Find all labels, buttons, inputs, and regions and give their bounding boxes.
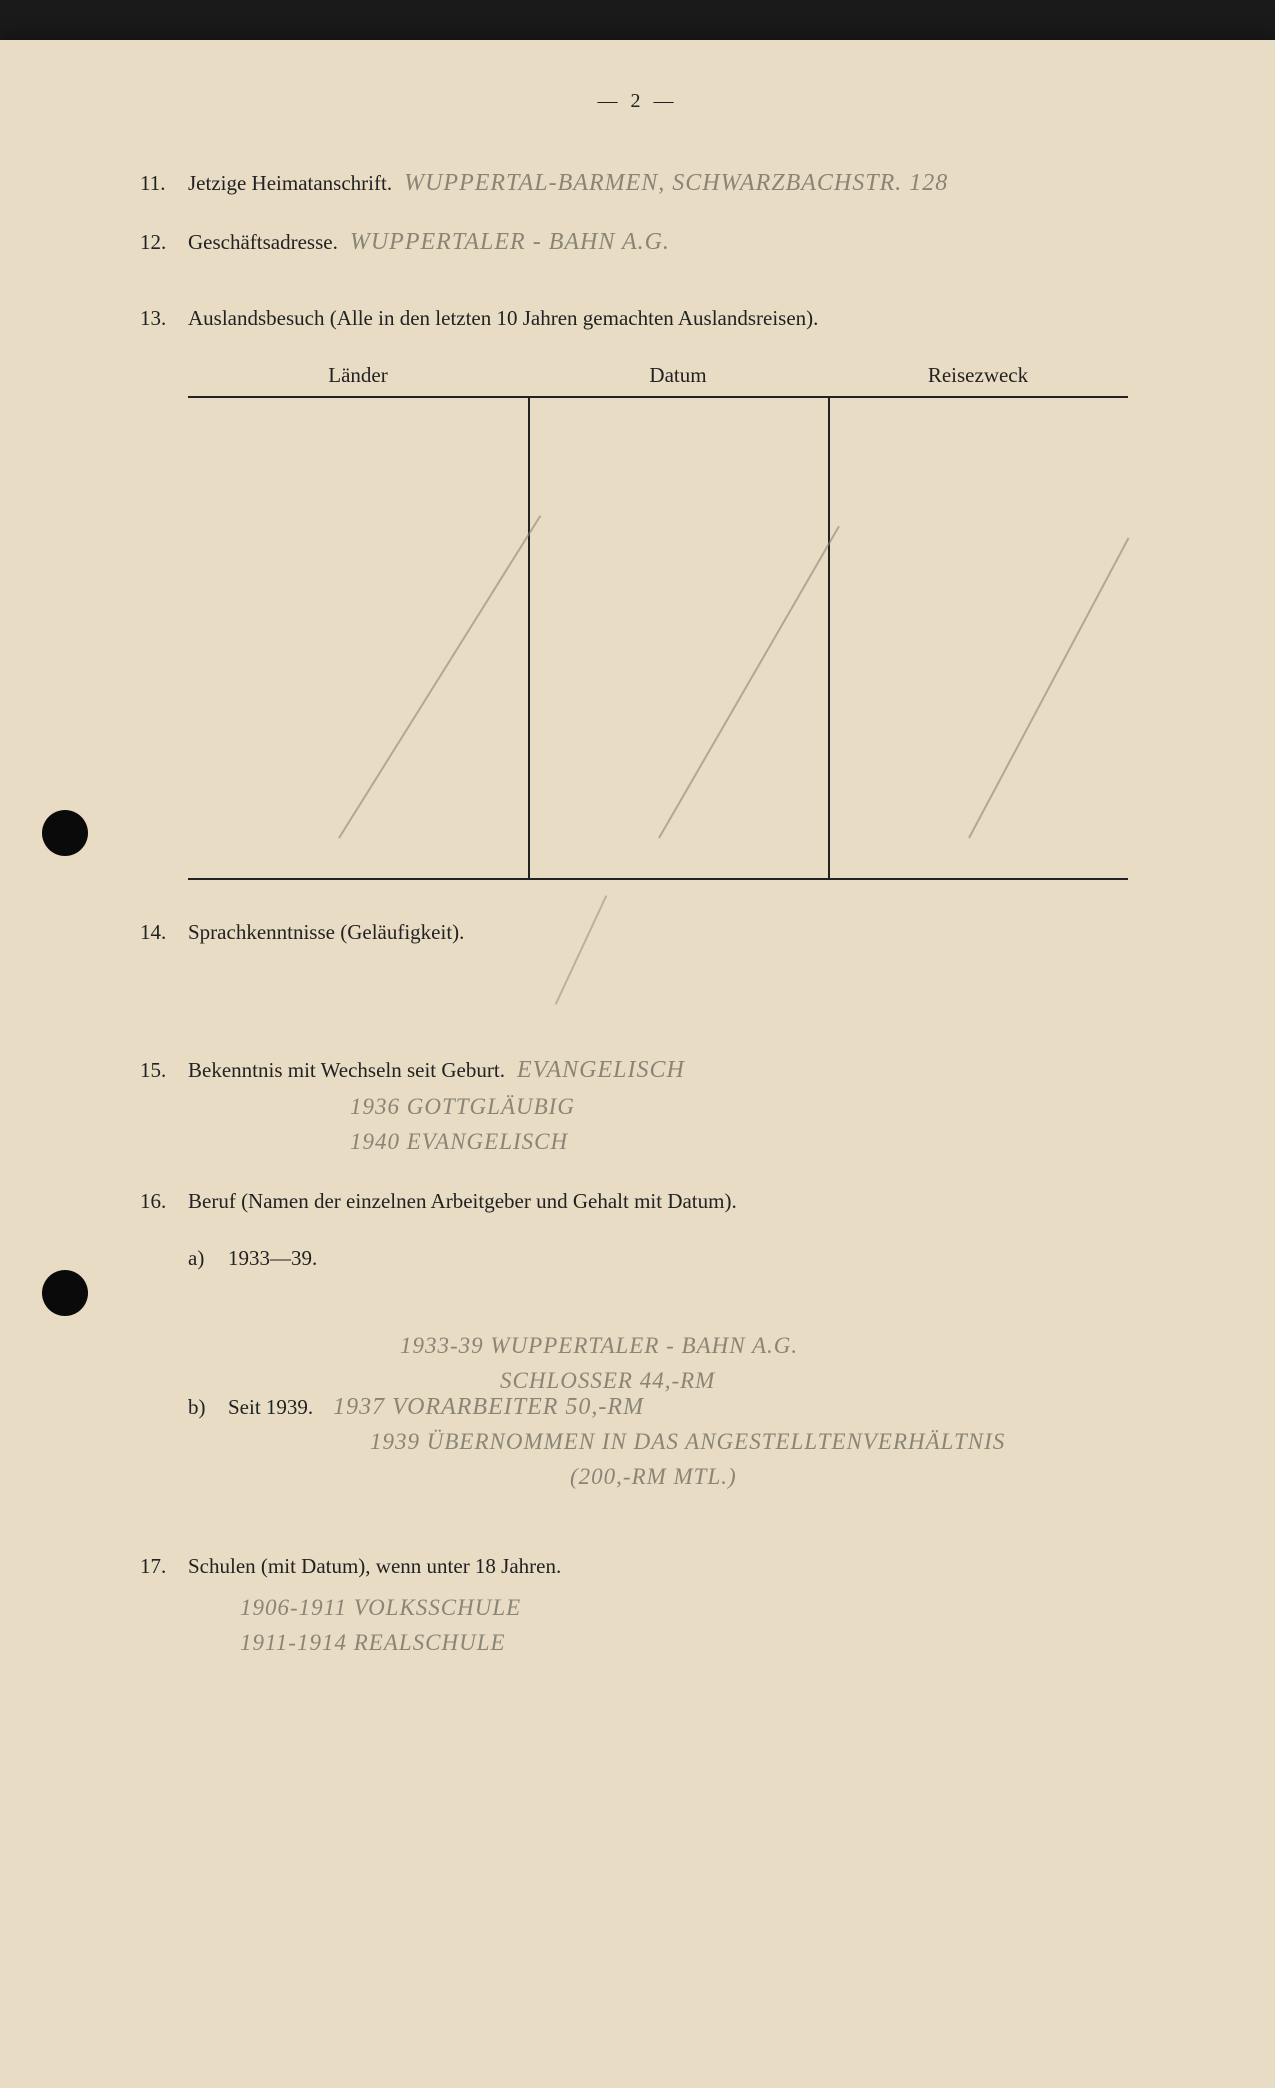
field-value-11: WUPPERTAL-BARMEN, SCHWARZBACHSTR. 128: [404, 170, 948, 197]
field-num-15: 15.: [140, 1058, 188, 1083]
field-value-15: EVANGELISCH: [517, 1057, 685, 1084]
field-16: 16. Beruf (Namen der einzelnen Arbeitgeb…: [140, 1189, 1175, 1214]
f16-line1: 1933-39 WUPPERTALER - BAHN A.G.: [400, 1329, 1175, 1364]
field-16b: b) Seit 1939. 1937 VORARBEITER 50,-RM: [188, 1394, 1175, 1421]
field-label-14: Sprachkenntnisse (Geläufigkeit).: [188, 920, 464, 945]
field-12: 12. Geschäftsadresse. WUPPERTALER - BAHN…: [140, 229, 1175, 256]
table-empty-slash-3: [968, 537, 1129, 838]
f15-line1: 1936 GOTTGLÄUBIG: [350, 1090, 1175, 1125]
travel-table-wrap: Länder Datum Reisezweck: [188, 363, 1175, 880]
field-label-16: Beruf (Namen der einzelnen Arbeitgeber u…: [188, 1189, 737, 1214]
form-page: — 2 — 11. Jetzige Heimatanschrift. WUPPE…: [0, 40, 1275, 2088]
field-num-11: 11.: [140, 171, 188, 196]
f16-line2: SCHLOSSER 44,-RM: [500, 1364, 1175, 1399]
field-num-14: 14.: [140, 920, 188, 945]
sub-label-b: Seit 1939.: [228, 1395, 313, 1420]
f16-line4: 1939 ÜBERNOMMEN IN DAS ANGESTELLTENVERHÄ…: [370, 1425, 1175, 1460]
travel-table-headers: Länder Datum Reisezweck: [188, 363, 1175, 388]
punch-hole-top: [42, 810, 88, 856]
field-14: 14. Sprachkenntnisse (Geläufigkeit).: [140, 920, 1175, 945]
field-num-17: 17.: [140, 1554, 188, 1579]
field-label-12: Geschäftsadresse.: [188, 230, 338, 255]
f16-line3: 1937 VORARBEITER 50,-RM: [333, 1394, 644, 1421]
table-vline-2: [828, 398, 830, 878]
page-number: — 2 —: [598, 90, 678, 113]
field-13: 13. Auslandsbesuch (Alle in den letzten …: [140, 306, 1175, 331]
field-16a: a) 1933—39.: [188, 1246, 1175, 1271]
f15-line2: 1940 EVANGELISCH: [350, 1125, 1175, 1160]
table-header-countries: Länder: [188, 363, 528, 388]
sub-label-a: 1933—39.: [228, 1246, 317, 1271]
table-header-purpose: Reisezweck: [828, 363, 1128, 388]
field-15-extra: 1936 GOTTGLÄUBIG 1940 EVANGELISCH: [350, 1090, 1175, 1159]
table-vline-1: [528, 398, 530, 878]
f16-line5: (200,-RM MTL.): [570, 1460, 1175, 1495]
table-empty-slash-1: [338, 515, 541, 838]
field-11: 11. Jetzige Heimatanschrift. WUPPERTAL-B…: [140, 170, 1175, 197]
travel-table: [188, 396, 1128, 880]
sub-letter-a: a): [188, 1246, 228, 1271]
field-15: 15. Bekenntnis mit Wechseln seit Geburt.…: [140, 1057, 1175, 1084]
punch-hole-bottom: [42, 1270, 88, 1316]
field-label-13: Auslandsbesuch (Alle in den letzten 10 J…: [188, 306, 818, 331]
f17-line2: 1911-1914 REALSCHULE: [240, 1626, 1175, 1661]
field-num-12: 12.: [140, 230, 188, 255]
field-label-11: Jetzige Heimatanschrift.: [188, 171, 392, 196]
field-num-13: 13.: [140, 306, 188, 331]
table-empty-slash-2: [658, 526, 840, 839]
field-label-15: Bekenntnis mit Wechseln seit Geburt.: [188, 1058, 505, 1083]
field-17: 17. Schulen (mit Datum), wenn unter 18 J…: [140, 1554, 1175, 1579]
field-label-17: Schulen (mit Datum), wenn unter 18 Jahre…: [188, 1554, 561, 1579]
field-num-16: 16.: [140, 1189, 188, 1214]
table-header-date: Datum: [528, 363, 828, 388]
f17-line1: 1906-1911 VOLKSSCHULE: [240, 1591, 1175, 1626]
field-value-12: WUPPERTALER - BAHN A.G.: [350, 229, 670, 256]
sub-letter-b: b): [188, 1395, 228, 1420]
